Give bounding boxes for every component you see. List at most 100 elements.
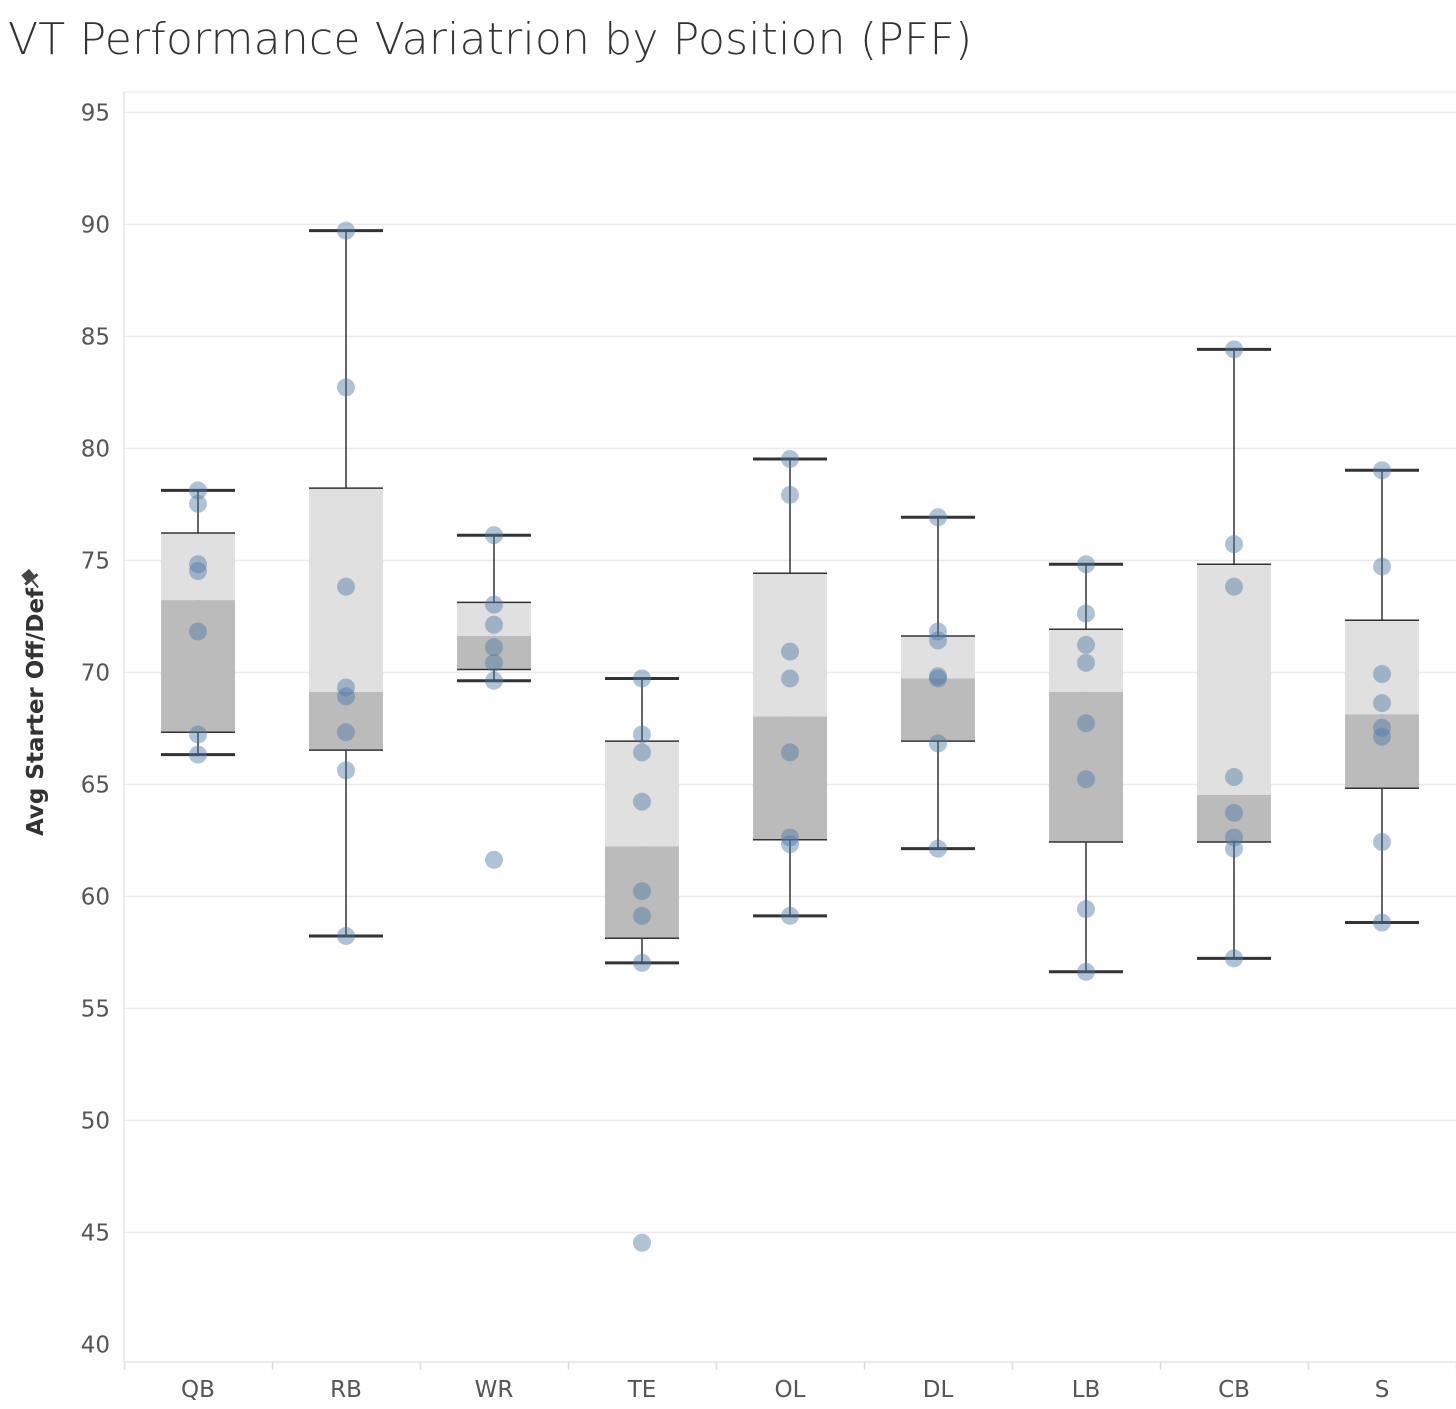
y-tick-label: 50 [81,1109,110,1135]
data-point[interactable] [1077,770,1095,789]
data-point[interactable] [189,555,207,574]
box-lower [901,678,975,742]
data-point[interactable] [485,615,503,634]
x-tick-labels: QB RB WR TE OL DL LB CB S [181,1377,1389,1403]
data-point[interactable] [1077,714,1095,733]
data-point[interactable] [1077,635,1095,654]
data-point[interactable] [633,725,651,744]
chart-title: VT Performance Variatrion by Position (P… [8,14,973,65]
data-point[interactable] [633,743,651,762]
data-point[interactable] [633,792,651,811]
box-upper [1345,620,1419,715]
data-point[interactable] [485,526,503,545]
y-tick-label: 70 [81,661,110,687]
data-point[interactable] [781,669,799,688]
axes [123,91,1456,1370]
data-point[interactable] [1225,828,1243,847]
data-point[interactable] [337,926,355,945]
data-point[interactable] [1077,653,1095,672]
data-point[interactable] [1077,962,1095,981]
box-upper [1197,564,1271,795]
data-point[interactable] [1373,832,1391,851]
data-point[interactable] [1373,727,1391,746]
data-point[interactable] [1373,718,1391,737]
data-point[interactable] [337,577,355,596]
data-point[interactable] [781,642,799,661]
box-lower [605,846,679,939]
data-point[interactable] [485,638,503,657]
data-point[interactable] [1077,900,1095,919]
box-upper [753,573,827,717]
box-upper [161,532,235,601]
data-point[interactable] [781,906,799,925]
data-point[interactable] [337,221,355,240]
data-point[interactable] [189,622,207,641]
data-point[interactable] [485,595,503,614]
data-point[interactable] [929,669,947,688]
data-point[interactable] [189,481,207,500]
data-point[interactable] [1225,577,1243,596]
data-point[interactable] [189,725,207,744]
data-point[interactable] [485,653,503,672]
box-lower [457,635,531,670]
data-point[interactable] [485,850,503,869]
data-point[interactable] [633,906,651,925]
y-tick-label: 80 [81,437,110,463]
data-point[interactable] [1225,340,1243,359]
y-tick-label: 45 [81,1221,110,1247]
data-point[interactable] [781,828,799,847]
data-point[interactable] [1225,839,1243,858]
y-axis-label: Avg Starter Off/Def [23,587,49,836]
data-point[interactable] [189,494,207,513]
box-lower [161,600,235,733]
data-point[interactable] [189,745,207,764]
data-point[interactable] [1373,665,1391,684]
data-point[interactable] [929,667,947,686]
data-point[interactable] [781,450,799,469]
data-point[interactable] [337,378,355,397]
data-point[interactable] [929,622,947,641]
data-point[interactable] [1225,803,1243,822]
data-point[interactable] [929,839,947,858]
data-point[interactable] [633,669,651,688]
data-point[interactable] [189,562,207,581]
boxes [161,229,1419,974]
box-upper [901,635,975,679]
data-point[interactable] [1225,535,1243,554]
y-tick-label: 95 [81,101,110,127]
x-tick-label: DL [923,1377,954,1403]
data-point[interactable] [929,734,947,753]
data-point[interactable] [485,671,503,690]
data-point[interactable] [1373,913,1391,932]
box-upper [457,602,531,636]
data-point[interactable] [337,687,355,706]
data-point[interactable] [1225,768,1243,787]
data-point[interactable] [1225,949,1243,968]
data-point[interactable] [929,631,947,650]
data-point[interactable] [337,723,355,742]
pin-icon [21,568,39,589]
data-point[interactable] [781,743,799,762]
x-tick-label: LB [1072,1377,1101,1403]
x-tick-label: WR [475,1377,514,1403]
y-tick-label: 85 [81,325,110,351]
data-point[interactable] [1077,604,1095,623]
x-tick-label: QB [181,1377,215,1403]
y-tick-label: 75 [81,549,110,575]
box-lower [753,716,827,840]
data-point[interactable] [1373,694,1391,713]
data-point[interactable] [633,882,651,901]
data-point[interactable] [633,1233,651,1252]
data-point[interactable] [781,835,799,854]
data-point[interactable] [1373,557,1391,576]
data-point[interactable] [1077,555,1095,574]
data-point[interactable] [337,678,355,697]
data-point[interactable] [929,508,947,527]
data-point[interactable] [781,485,799,504]
data-point[interactable] [337,761,355,780]
data-point[interactable] [633,953,651,972]
y-tick-label: 55 [81,997,110,1023]
box-lower [309,691,383,751]
data-point[interactable] [1373,461,1391,480]
x-tick-label: TE [627,1377,657,1403]
